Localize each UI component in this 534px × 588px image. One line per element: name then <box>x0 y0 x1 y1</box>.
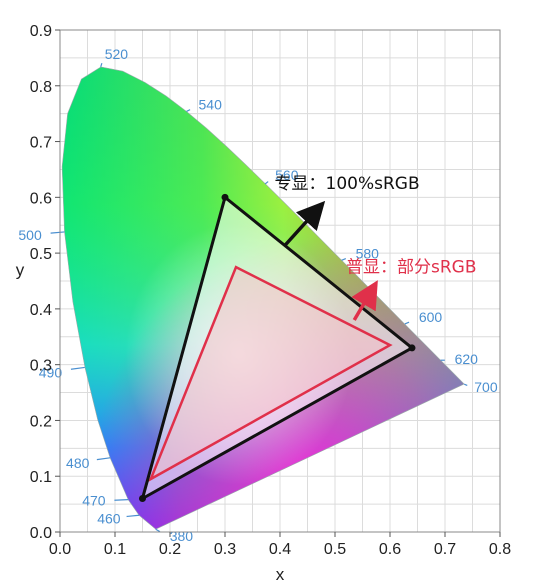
wavelength-label: 540 <box>199 96 223 112</box>
wavelength-label: 460 <box>97 510 121 526</box>
wavelength-label: 580 <box>356 245 380 261</box>
wavelength-label: 470 <box>82 493 106 509</box>
x-tick-label: 0.4 <box>269 541 291 558</box>
x-tick-label: 0.8 <box>489 541 511 558</box>
x-tick-label: 0.3 <box>214 541 236 558</box>
gamut-vertex <box>221 193 229 201</box>
wavelength-label: 620 <box>455 351 479 367</box>
y-tick-label: 0.6 <box>30 190 52 207</box>
wavelength-tick <box>155 528 161 533</box>
x-tick-label: 0.5 <box>324 541 346 558</box>
wavelength-label: 500 <box>18 227 42 243</box>
wavelength-tick <box>100 63 103 68</box>
wavelength-label: 560 <box>275 167 299 183</box>
annotation-arrow-black <box>284 200 326 246</box>
y-tick-label: 0.4 <box>30 302 52 319</box>
wavelength-tick <box>126 514 140 518</box>
locus-outline <box>61 66 465 530</box>
x-tick-label: 0.7 <box>434 541 456 558</box>
y-tick-label: 0.1 <box>30 469 52 486</box>
wavelength-tick <box>264 181 269 185</box>
wavelength-label: 490 <box>39 364 63 380</box>
y-tick-label: 0.9 <box>30 23 52 40</box>
x-axis-label: x <box>276 565 285 584</box>
wavelength-tick <box>114 499 129 501</box>
axes: 0.0 0.1 0.2 0.3 0.4 0.5 0.6 0.7 0.8 0.0 0.1 0.2 0.3 0… <box>30 23 511 558</box>
annotation-partial-srgb: 普显：部分sRGB <box>346 258 477 278</box>
annotation-100-srgb: 专显：100%sRGB <box>275 174 420 194</box>
annotation-arrow-red <box>351 280 378 321</box>
y-axis-label: y <box>16 260 25 279</box>
y-tick-label: 0.3 <box>30 358 52 375</box>
wavelength-tick <box>50 231 65 234</box>
wavelength-label: 600 <box>419 309 443 325</box>
x-tick-label: 0.6 <box>379 541 401 558</box>
y-tick-label: 0.5 <box>30 246 52 263</box>
y-tick-label: 0.7 <box>30 135 52 152</box>
gamut-triangle-100-srgb <box>140 194 415 502</box>
wavelength-tick <box>404 321 410 325</box>
wavelength-tick <box>341 258 347 261</box>
wavelength-label: 480 <box>66 455 90 471</box>
y-tick-label: 0.8 <box>30 79 52 96</box>
wavelength-tick <box>186 109 191 112</box>
wavelength-tick <box>464 383 468 386</box>
y-tick-label: 0.2 <box>30 413 52 430</box>
x-tick-label: 0.2 <box>159 541 181 558</box>
x-tick-label: 0.0 <box>49 541 71 558</box>
wavelength-label: 520 <box>105 46 129 62</box>
gamut-triangles <box>139 193 416 503</box>
y-tick-label: 0.0 <box>30 525 52 542</box>
x-tick-label: 0.1 <box>104 541 126 558</box>
wavelength-tick <box>70 366 85 370</box>
gamut-triangle-partial-srgb <box>148 265 393 482</box>
wavelength-label: 700 <box>474 379 498 395</box>
gamut-vertex <box>139 495 146 503</box>
wavelength-tick <box>96 457 111 461</box>
gamut-vertex <box>408 344 416 352</box>
